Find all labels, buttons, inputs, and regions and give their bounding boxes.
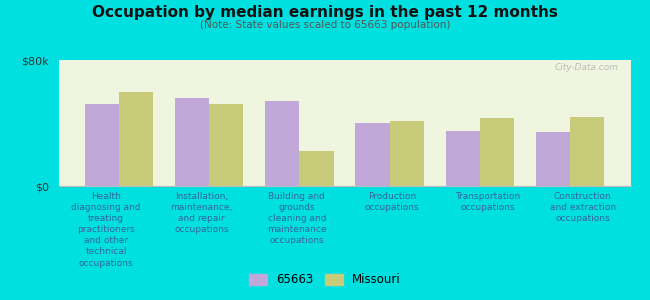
Bar (356, 123, 389, 186)
Legend: 65663, Missouri: 65663, Missouri (244, 269, 406, 291)
Text: Construction
and extraction
occupations: Construction and extraction occupations (550, 192, 616, 223)
Bar (389, 122, 424, 186)
Text: Installation,
maintenance,
and repair
occupations: Installation, maintenance, and repair oc… (170, 192, 233, 234)
Text: Health
diagnosing and
treating
practitioners
and other
technical
occupations: Health diagnosing and treating practitio… (72, 192, 141, 268)
Bar (265, 101, 300, 186)
Text: (Note: State values scaled to 65663 population): (Note: State values scaled to 65663 popu… (200, 20, 450, 29)
Text: City-Data.com: City-Data.com (555, 62, 619, 71)
Bar (209, 104, 243, 186)
Bar (570, 117, 604, 186)
Bar (300, 151, 333, 186)
Text: Production
occupations: Production occupations (365, 192, 419, 212)
Text: Building and
grounds
cleaning and
maintenance
occupations: Building and grounds cleaning and mainte… (267, 192, 326, 245)
Bar (175, 98, 209, 186)
Bar (480, 118, 514, 186)
Bar (119, 92, 153, 186)
Bar (84, 104, 119, 186)
Text: Transportation
occupations: Transportation occupations (455, 192, 520, 212)
Text: Occupation by median earnings in the past 12 months: Occupation by median earnings in the pas… (92, 4, 558, 20)
Bar (536, 132, 570, 186)
Bar (446, 131, 480, 186)
